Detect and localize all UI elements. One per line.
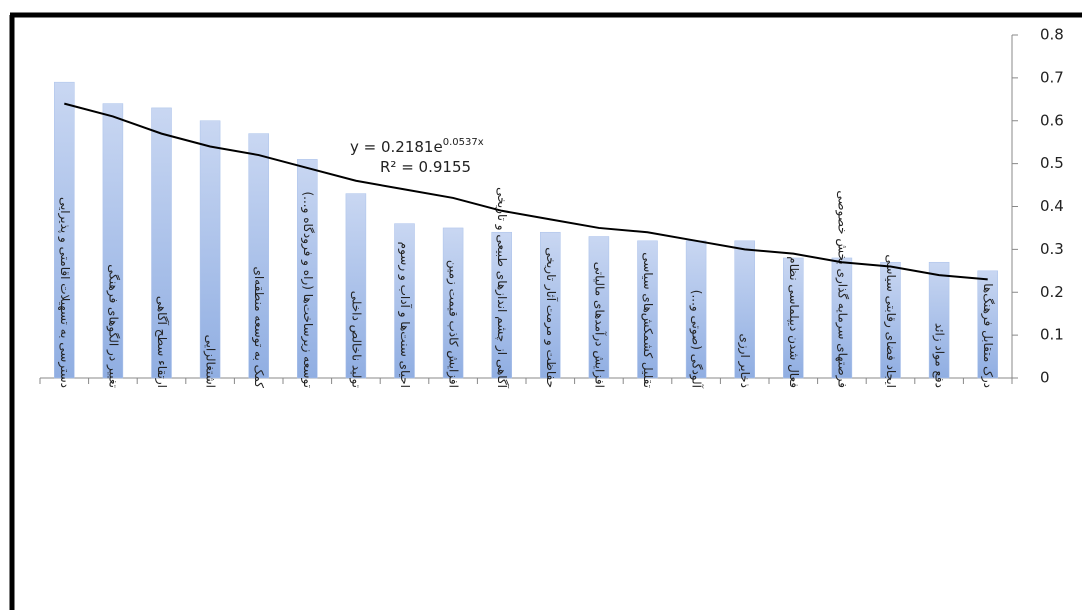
- x-tick-label: ذخایر ارزی: [737, 333, 752, 388]
- trendline: [64, 102, 988, 281]
- x-tick-label: تقلیل کشمکش‌های سیاسی: [640, 252, 655, 388]
- bar: [831, 257, 853, 379]
- bar: [734, 240, 755, 379]
- x-tick-label: اشتغالزایی: [203, 335, 218, 388]
- x-tick-label: احیای سنت‌ها و آداب و رسوم: [397, 242, 413, 388]
- y-tick-label: 0.5: [1040, 154, 1064, 172]
- x-tick-label: فعال شدن دیپلماسی نظام: [787, 256, 801, 388]
- x-tick-label: توسعه زیرساخت‌ها (راه و فرودگاه و...): [300, 191, 315, 388]
- y-tick-label: 0.2: [1040, 283, 1064, 301]
- y-tick-label: 0.3: [1040, 240, 1064, 258]
- x-tick-label: دسترسی به تسهیلات اقامتی و پذیرایی: [57, 197, 72, 388]
- y-tick-label: 0.1: [1040, 326, 1064, 344]
- x-tick-label: ایجاد فضای رقابتی سیاسی: [883, 254, 898, 388]
- bar: [588, 236, 610, 379]
- x-tick-label: افزایش کاذب قیمت زمین: [446, 260, 461, 388]
- x-tick-label: ارتقاء سطح آگاهی: [154, 296, 170, 388]
- x-tick-label: فرصتهای سرمایه گذاری بخش خصوصی: [834, 190, 849, 388]
- x-tick-label: کمک به توسعه منطقه‌ای: [251, 266, 266, 388]
- y-tick-label: 0: [1040, 369, 1050, 387]
- bar: [783, 257, 804, 379]
- x-tick-label: تولید ناخالص داخلی: [348, 291, 363, 388]
- bar: [394, 223, 415, 379]
- bar: [102, 103, 124, 379]
- y-tick-label: 0.7: [1040, 68, 1064, 86]
- trend-r-squared: R² = 0.9155: [380, 158, 471, 176]
- bar: [248, 133, 269, 379]
- x-tick-label: دفع مواد زائد: [932, 323, 947, 388]
- x-tick-label: آگاهی از چشم اندازهای طبیعی و تاریخی: [494, 187, 510, 389]
- y-tick-label: 0.4: [1040, 197, 1064, 215]
- bar: [54, 81, 75, 379]
- x-tick-label: تغییر در الگوهای فرهنگی: [105, 264, 120, 388]
- bar: [345, 193, 367, 379]
- bar: [540, 231, 561, 379]
- trend-equation: y = 0.2181e0.0537x: [350, 137, 484, 156]
- bar: [928, 261, 950, 379]
- bar: [199, 120, 221, 379]
- y-tick-label: 0.8: [1040, 26, 1064, 44]
- x-tick-label: حفاظت و مرمت آثار تاریخی: [543, 247, 559, 388]
- bar: [491, 231, 512, 379]
- x-tick-label: آلودگی (صوتی و...): [689, 290, 705, 389]
- x-tick-label: افزایش درآمدهای مالیاتی: [591, 262, 607, 388]
- bar: [442, 227, 464, 379]
- bar: [297, 159, 318, 379]
- bar: [977, 270, 998, 379]
- bar: [637, 240, 658, 379]
- x-tick-label: درک متقابل فرهنگ‌ها: [980, 283, 995, 388]
- bar: [151, 107, 172, 379]
- y-tick-label: 0.6: [1040, 111, 1064, 129]
- bar: [880, 261, 901, 379]
